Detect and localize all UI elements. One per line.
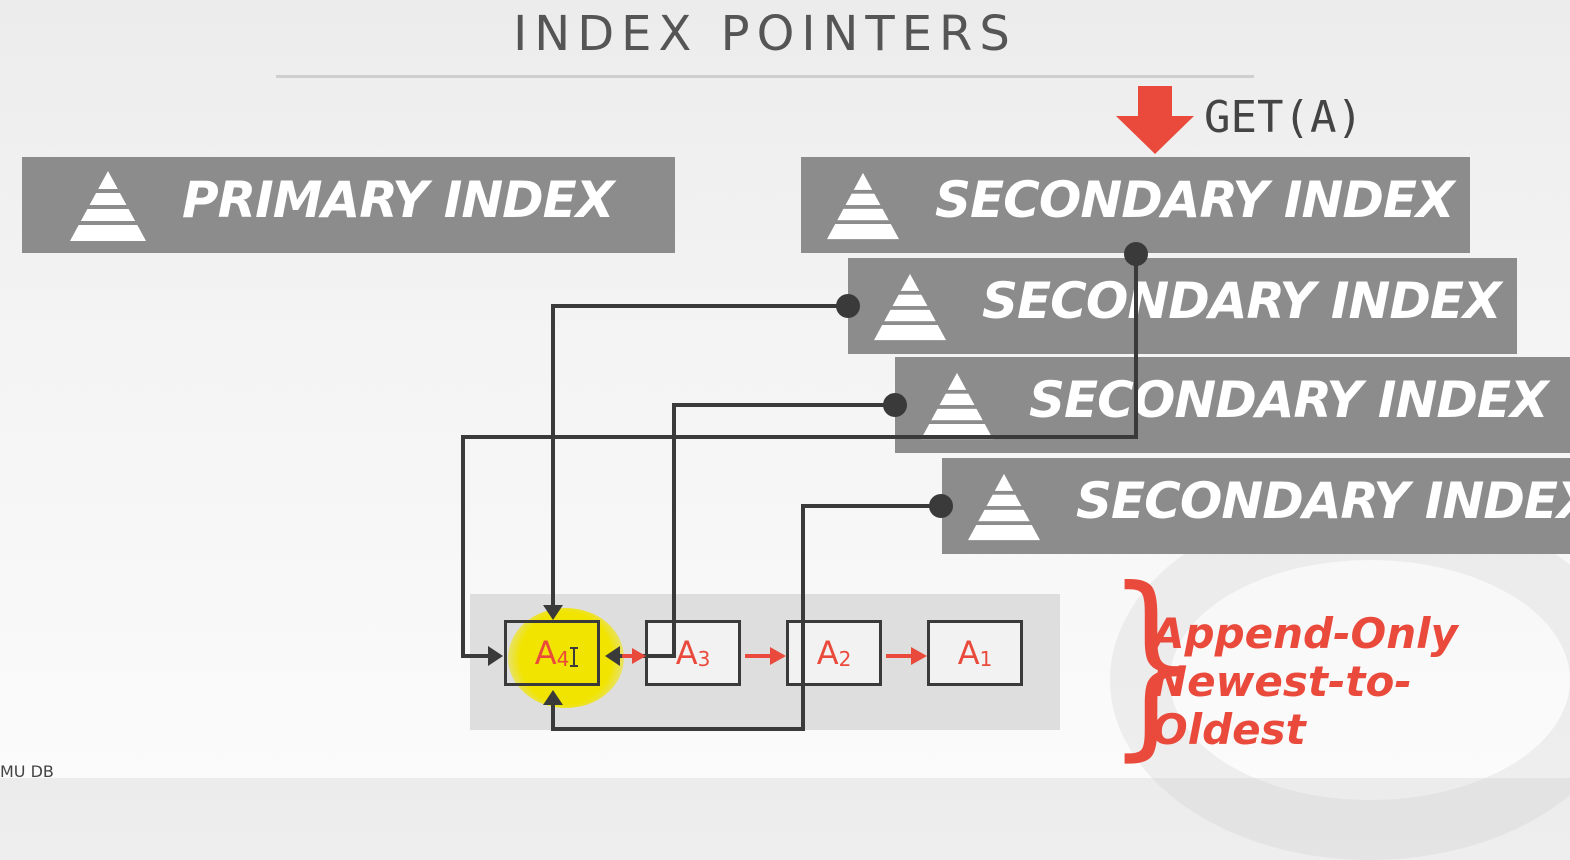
version-subscript: 4 xyxy=(556,647,570,671)
brace-icon: } xyxy=(1107,546,1197,779)
index-tree-icon xyxy=(968,473,1040,541)
version-letter: A xyxy=(816,634,839,672)
secondary-index-label: SECONDARY INDEX xyxy=(935,171,1455,229)
get-down-arrow-icon xyxy=(1116,86,1194,154)
secondary-index-label: SECONDARY INDEX xyxy=(1076,472,1570,530)
secondary-index-box-4: SECONDARY INDEX xyxy=(942,458,1570,554)
note-line-1: Append-Only xyxy=(1152,609,1458,658)
version-letter: A xyxy=(675,634,698,672)
primary-index-box: PRIMARY INDEX xyxy=(22,157,675,253)
primary-index-label: PRIMARY INDEX xyxy=(182,171,614,229)
version-subscript: 2 xyxy=(838,647,852,671)
get-query-label: GET(A) xyxy=(1204,92,1363,143)
secondary-index-box-1: SECONDARY INDEX xyxy=(801,157,1470,253)
version-letter: A xyxy=(957,634,980,672)
footer-logo-text: MU DB xyxy=(0,762,54,781)
index-tree-icon xyxy=(70,171,146,241)
version-subscript: 1 xyxy=(979,647,993,671)
page-title: INDEX POINTERS xyxy=(513,6,1017,62)
index-tree-icon xyxy=(921,372,993,440)
index-tree-icon xyxy=(874,273,946,341)
pointer-wires xyxy=(461,242,1148,731)
append-only-note: Append-Only Newest-to- Oldest xyxy=(1152,610,1512,754)
note-line-2: Newest-to- xyxy=(1152,657,1412,706)
highlight-marker xyxy=(508,608,624,708)
secondary-index-label: SECONDARY INDEX xyxy=(982,272,1502,330)
version-subscript: 3 xyxy=(697,647,711,671)
index-tree-icon xyxy=(827,172,899,240)
title-divider xyxy=(276,75,1254,78)
version-letter: A xyxy=(534,634,557,672)
secondary-index-box-2: SECONDARY INDEX xyxy=(848,258,1517,354)
note-line-3: Oldest xyxy=(1152,705,1306,754)
secondary-index-label: SECONDARY INDEX xyxy=(1029,371,1549,429)
